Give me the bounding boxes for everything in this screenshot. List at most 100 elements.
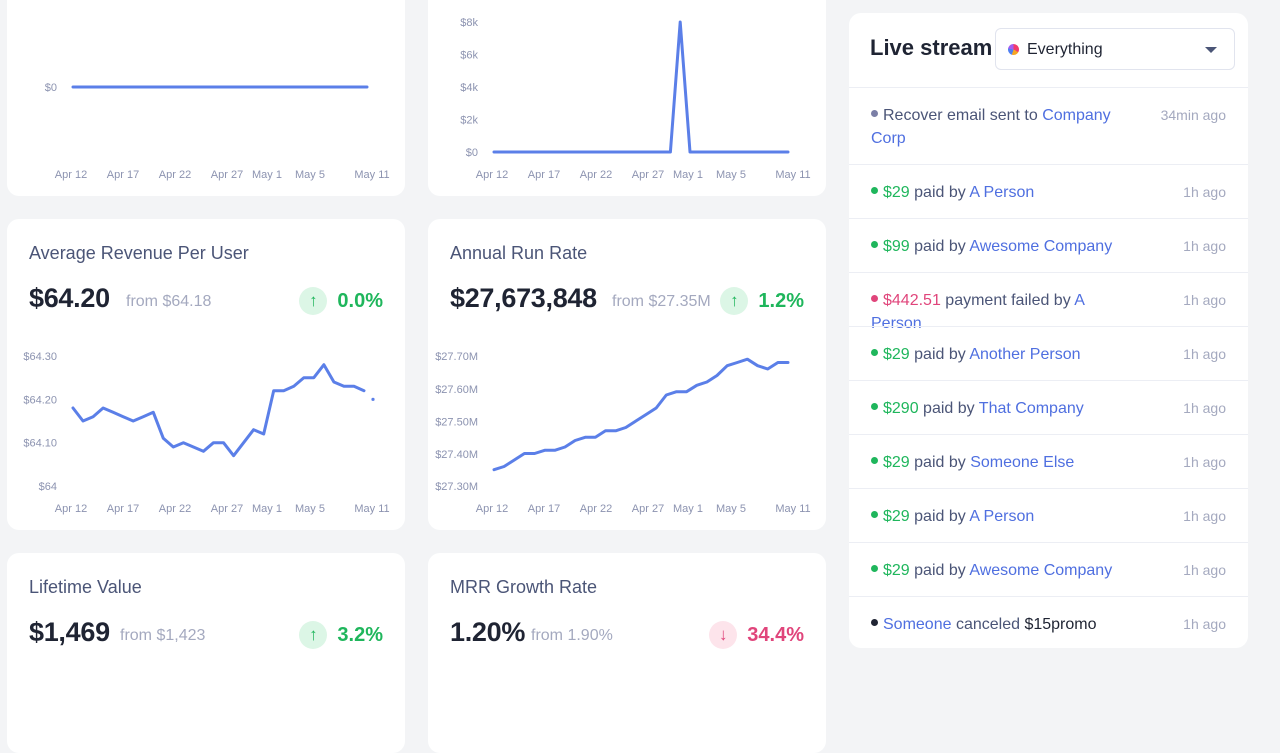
amount: $290 <box>883 400 919 417</box>
customer-link[interactable]: Awesome Company <box>969 238 1113 255</box>
x-tick-label: Apr 12 <box>476 503 508 515</box>
mrr-growth-title: MRR Growth Rate <box>450 577 598 597</box>
x-tick-label: May 5 <box>716 169 746 181</box>
event-description: Recover email sent to <box>883 107 1038 124</box>
event-timestamp: 1h ago <box>1183 238 1226 254</box>
x-tick-label: Apr 12 <box>55 503 87 515</box>
ltv-value: $1,469 <box>29 617 110 647</box>
line-chart-top-middle: $8k $6k $4k $2k $0 Apr 12 Apr 17 Apr 22 Apr 27 Ma… <box>460 17 810 181</box>
mrr-growth-metric-row: 1.20% from 1.90% ↓ 34.4% <box>450 617 804 657</box>
event-timestamp: 1h ago <box>1183 184 1226 200</box>
series-line <box>492 357 790 472</box>
event-timestamp: 1h ago <box>1183 616 1226 632</box>
status-dot-icon <box>871 403 878 411</box>
y-tick-label: $27.70M <box>435 351 478 363</box>
event-timestamp: 1h ago <box>1183 292 1226 308</box>
arr-card: Annual Run Rate $27,673,848 from $27.35M… <box>428 219 826 530</box>
amount: $29 <box>883 346 910 363</box>
customer-link[interactable]: Someone <box>883 616 952 633</box>
customer-link[interactable]: Company Corp <box>871 107 1111 147</box>
live-stream-item: $442.51 payment failed by A Person 1h ago <box>849 272 1248 332</box>
live-stream-item: $29 paid by A Person 1h ago <box>849 164 1248 218</box>
arpu-change-value: 0.0% <box>337 289 383 312</box>
x-tick-label: May 5 <box>716 503 746 515</box>
event-description: canceled <box>955 616 1020 633</box>
x-tick-label: Apr 17 <box>528 169 560 181</box>
arr-metric-row: $27,673,848 from $27.35M ↑ 1.2% <box>450 283 804 323</box>
arpu-line-chart: $64.30 $64.20 $64.10 $64 Apr 12 Apr 17 Apr 22 A… <box>23 351 389 515</box>
amount: $29 <box>883 562 910 579</box>
customer-link[interactable]: A Person <box>871 292 1085 332</box>
y-tick-label: $0 <box>45 82 57 94</box>
x-tick-label: Apr 22 <box>159 503 191 515</box>
live-stream-list: Recover email sent to Company Corp 34min … <box>849 87 1248 650</box>
x-tick-label: Apr 17 <box>528 503 560 515</box>
status-dot-icon <box>871 295 878 303</box>
event-description: paid by <box>914 454 966 471</box>
customer-link[interactable]: A Person <box>969 184 1035 201</box>
x-tick-label: Apr 27 <box>211 503 243 515</box>
amount: $29 <box>883 508 910 525</box>
chart-card-top-left: $0 Apr 12 Apr 17 Apr 22 Apr 27 May 1 May 5 May … <box>7 0 405 196</box>
mrr-growth-card: MRR Growth Rate 1.20% from 1.90% ↓ 34.4% <box>428 553 826 753</box>
y-tick-label: $2k <box>460 115 478 127</box>
arpu-value: $64.20 <box>29 283 110 313</box>
x-tick-label: Apr 27 <box>632 169 664 181</box>
ltv-change: ↑ 3.2% <box>299 621 383 649</box>
status-dot-icon <box>871 110 878 118</box>
live-stream-item: $29 paid by Awesome Company 1h ago <box>849 542 1248 596</box>
event-description: paid by <box>914 346 966 363</box>
mrr-growth-change: ↓ 34.4% <box>709 621 804 649</box>
live-stream-item-text: Someone canceled $15promo <box>871 613 1139 636</box>
customer-link[interactable]: Awesome Company <box>969 562 1113 579</box>
x-tick-label: Apr 12 <box>55 169 87 181</box>
event-filter-dropdown[interactable]: Everything <box>995 28 1235 70</box>
amount: $99 <box>883 238 910 255</box>
live-stream-item-text: $29 paid by A Person <box>871 181 1139 204</box>
live-stream-item: $29 paid by Another Person 1h ago <box>849 326 1248 380</box>
ltv-title: Lifetime Value <box>29 577 142 597</box>
amount: $29 <box>883 184 910 201</box>
ltv-metric-row: $1,469 from $1,423 ↑ 3.2% <box>29 617 383 657</box>
arr-change-value: 1.2% <box>758 289 804 312</box>
arpu-title: Average Revenue Per User <box>29 243 249 263</box>
arpu-change: ↑ 0.0% <box>299 287 383 315</box>
status-dot-icon <box>871 565 878 573</box>
live-stream-item: $29 paid by Someone Else 1h ago <box>849 434 1248 488</box>
customer-link[interactable]: Someone Else <box>970 454 1075 471</box>
customer-link[interactable]: A Person <box>969 508 1035 525</box>
live-stream-item: $290 paid by That Company 1h ago <box>849 380 1248 434</box>
event-description: paid by <box>914 184 966 201</box>
arrow-down-icon: ↓ <box>709 621 738 649</box>
live-stream-title: Live stream <box>870 35 993 60</box>
multicolor-dot-icon <box>1008 44 1019 55</box>
status-dot-icon <box>871 619 878 627</box>
event-timestamp: 1h ago <box>1183 562 1226 578</box>
arr-line-chart: $27.70M $27.60M $27.50M $27.40M $27.30M Apr 1… <box>435 351 810 515</box>
y-tick-label: $27.40M <box>435 449 478 461</box>
x-tick-label: May 11 <box>354 169 389 181</box>
mrr-growth-value: 1.20% <box>450 617 526 647</box>
live-stream-item-text: $29 paid by Another Person <box>871 343 1139 366</box>
y-tick-label: $64 <box>39 481 57 493</box>
status-dot-icon <box>871 457 878 465</box>
customer-link[interactable]: That Company <box>978 400 1084 417</box>
line-chart-top-left: $0 Apr 12 Apr 17 Apr 22 Apr 27 May 1 May 5 May … <box>45 82 390 181</box>
event-timestamp: 1h ago <box>1183 508 1226 524</box>
live-stream-item-text: $99 paid by Awesome Company <box>871 235 1139 258</box>
status-dot-icon <box>871 187 878 195</box>
customer-link[interactable]: Another Person <box>969 346 1081 363</box>
y-tick-label: $8k <box>460 17 478 29</box>
live-stream-item-text: $442.51 payment failed by A Person <box>871 289 1139 335</box>
x-tick-label: May 1 <box>252 169 282 181</box>
status-dot-icon <box>871 349 878 357</box>
live-stream-item: $29 paid by A Person 1h ago <box>849 488 1248 542</box>
arrow-up-icon: ↑ <box>299 621 328 649</box>
arr-title: Annual Run Rate <box>450 243 588 263</box>
arrow-up-icon: ↑ <box>720 287 749 315</box>
event-timestamp: 1h ago <box>1183 346 1226 362</box>
x-tick-label: Apr 22 <box>159 169 191 181</box>
arrow-up-icon: ↑ <box>299 287 328 315</box>
series-line <box>71 363 366 458</box>
live-stream-item: Someone canceled $15promo 1h ago <box>849 596 1248 650</box>
